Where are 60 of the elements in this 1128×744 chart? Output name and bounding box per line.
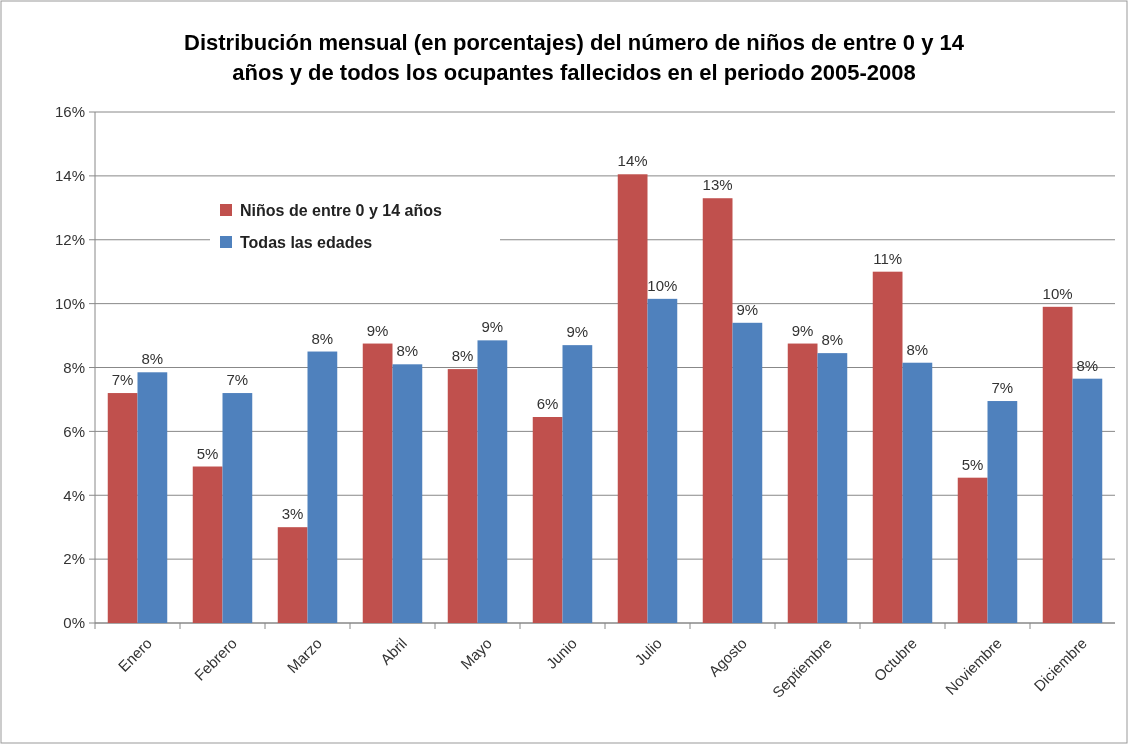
bar [222,393,253,623]
y-tick-label: 4% [63,486,85,504]
data-label: 8% [141,350,164,368]
data-label: 7% [226,371,249,389]
data-label: 11% [873,249,903,267]
data-label: 5% [961,455,984,473]
y-tick-label: 6% [63,422,85,440]
bar [1072,378,1103,623]
data-label: 8% [396,342,419,360]
bar [447,369,478,623]
bar [957,477,988,623]
bar [392,364,423,623]
bar [107,393,138,623]
bar [362,343,393,623]
data-label: 10% [1042,284,1073,302]
y-tick-label: 0% [63,614,85,632]
data-label: 9% [736,300,759,318]
data-label: 8% [451,347,474,365]
x-tick-label: Julio [631,634,666,669]
bar [277,527,308,623]
bar [702,198,733,623]
bar [872,271,903,623]
bar [787,343,818,623]
data-label: 7% [111,371,134,389]
y-tick-label: 8% [63,358,85,376]
bar [307,351,338,623]
data-label: 5% [196,444,219,462]
bar [1042,306,1073,623]
data-label: 8% [821,331,844,349]
chart-title: Distribución mensual (en porcentajes) del número de niños de entre 0 y 14 años y de todos los ocupantes fallecidos en el periodo 2005-2008 [184,30,965,85]
bar [532,417,563,623]
y-tick-label: 12% [54,231,85,248]
data-label: 3% [281,505,304,523]
data-label: 14% [617,152,648,170]
data-label: 9% [366,321,389,339]
y-tick-label: 16% [54,103,85,121]
y-tick-label: 14% [54,167,85,185]
data-label: 7% [991,379,1014,397]
y-tick-label: 10% [54,294,85,312]
data-label: 13% [702,176,733,194]
bar [192,466,223,623]
bar [617,174,648,623]
bar [647,298,678,623]
data-label: 9% [481,318,504,336]
bar [477,340,508,623]
bar [902,362,933,623]
data-label: 9% [791,321,814,339]
data-label: 10% [647,276,678,294]
data-label: 8% [906,340,929,358]
bar [732,322,763,623]
data-label: 6% [536,395,559,412]
data-label: 8% [311,329,334,347]
legend-label: Todas las edades [240,233,373,251]
bar [137,372,168,623]
bar [987,401,1018,623]
bar [562,345,593,623]
data-label: 9% [566,323,589,341]
bar [817,353,848,623]
legend-label: Niños de entre 0 y 14 años [240,201,442,219]
y-tick-label: 2% [63,550,85,568]
